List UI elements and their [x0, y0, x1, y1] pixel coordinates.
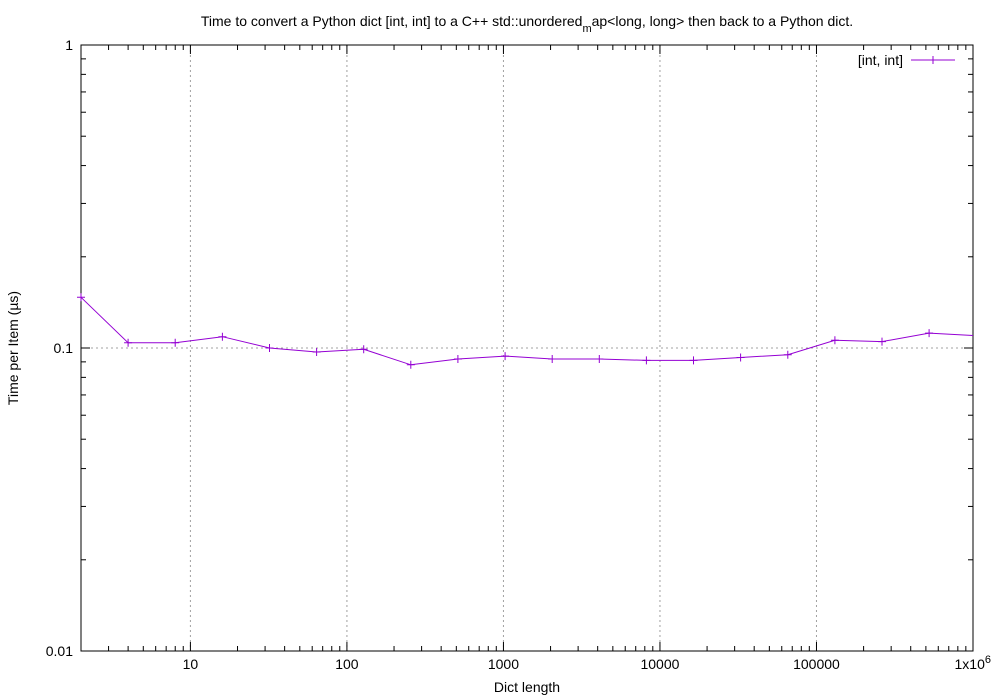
legend: [int, int] — [858, 52, 955, 68]
data-point-marker — [453, 355, 462, 363]
x-axis-label: Dict length — [494, 679, 560, 695]
data-point-marker — [783, 350, 792, 359]
x-tick-label-end: 1x106 — [955, 654, 991, 672]
x-tick-label: 1000 — [488, 656, 519, 672]
y-tick-label: 0.1 — [54, 340, 74, 356]
legend-swatch-marker — [929, 56, 937, 64]
data-point-marker — [878, 337, 886, 346]
chart-title: Time to convert a Python dict [int, int]… — [201, 13, 853, 35]
grid-layer — [81, 45, 973, 651]
data-point-marker — [595, 355, 604, 363]
x-tick-label-end-base: 1x10 — [955, 656, 986, 672]
y-axis-label: Time per Item (µs) — [5, 291, 21, 405]
y-tick-label: 0.01 — [46, 643, 73, 659]
data-point-marker — [218, 332, 227, 341]
y-tick-label: 1 — [65, 37, 73, 53]
legend-label: [int, int] — [858, 52, 903, 68]
x-tick-label: 100000 — [793, 656, 840, 672]
plot-frame — [80, 44, 974, 652]
chart-title-prefix: Time to convert a Python dict [int, int]… — [201, 13, 583, 29]
data-point-marker — [124, 338, 133, 347]
data-point-marker — [830, 336, 839, 345]
data-point-marker — [359, 345, 368, 354]
x-tick-label: 10 — [183, 656, 199, 672]
x-tick-label: 10000 — [640, 656, 679, 672]
data-point-marker — [642, 356, 651, 365]
data-point-marker — [171, 338, 180, 347]
chart-title-subscript: m — [582, 23, 591, 35]
data-point-marker — [689, 356, 698, 365]
data-point-marker — [77, 293, 85, 302]
data-point-marker — [406, 360, 415, 369]
data-point-marker — [312, 348, 321, 356]
series-layer — [77, 293, 974, 369]
series-line — [80, 296, 974, 366]
x-tick-label: 100 — [335, 656, 359, 672]
ticks-layer — [81, 44, 973, 652]
data-point-marker — [265, 344, 274, 352]
tick-labels-layer: 10 100 1000 10000 100000 1x106 1 0.1 0.01 — [46, 37, 991, 672]
data-point-marker — [736, 353, 745, 362]
x-tick-label-end-exponent: 6 — [985, 654, 991, 666]
data-point-marker — [925, 329, 934, 338]
data-point-marker — [501, 352, 510, 361]
chart-title-suffix: ap<long, long> then back to a Python dic… — [592, 13, 854, 29]
data-point-marker — [548, 355, 557, 363]
